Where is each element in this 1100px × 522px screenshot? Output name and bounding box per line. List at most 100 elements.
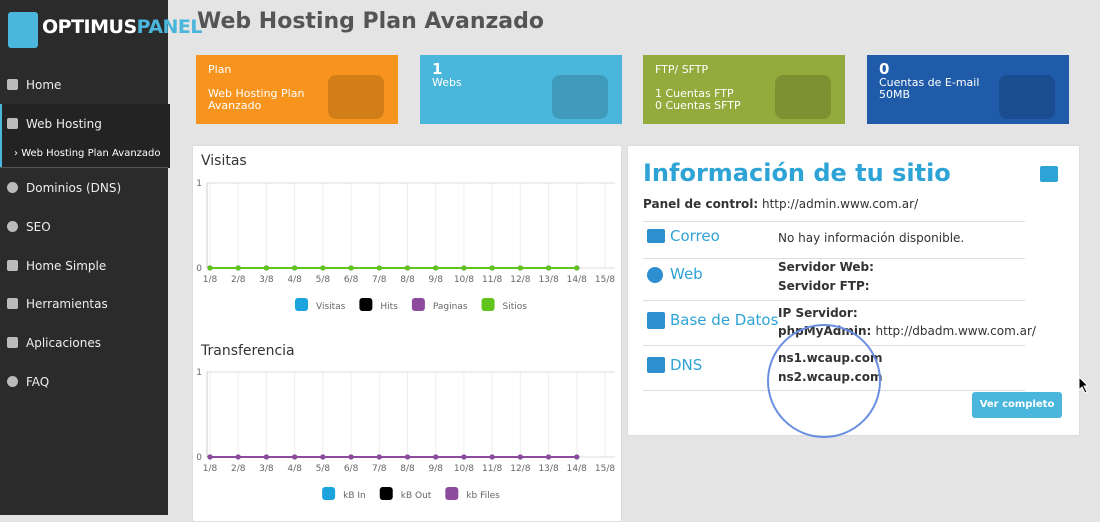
point: [517, 265, 523, 271]
card-title: 0: [879, 60, 890, 78]
separator: [643, 300, 1025, 301]
legend-swatch: [322, 487, 336, 500]
point: [405, 454, 410, 460]
x-tick-label: 12/8: [510, 464, 530, 474]
icon: [647, 357, 665, 373]
icon: [7, 221, 18, 232]
logo-part: PANEL: [136, 16, 203, 38]
y-tick-label: 1: [196, 179, 202, 189]
legend-swatch: [481, 298, 495, 311]
point: [292, 265, 298, 271]
x-tick-label: 3/8: [259, 464, 274, 474]
y-tick-label: 0: [196, 264, 202, 274]
menu-item[interactable]: Herramientas: [26, 297, 108, 311]
card-line: Webs: [432, 76, 462, 89]
page-title: Web Hosting Plan Avanzado: [197, 9, 544, 34]
separator: [643, 221, 1025, 222]
x-tick-label: 5/8: [316, 275, 331, 285]
point: [320, 454, 326, 460]
menu-item[interactable]: Aplicaciones: [26, 336, 101, 350]
legend-label: Paginas: [433, 302, 468, 312]
url: http://dbadm.www.com.ar/: [875, 324, 1036, 338]
point: [574, 265, 580, 271]
point: [235, 265, 241, 271]
card-line: Avanzado: [208, 99, 262, 112]
point: [207, 265, 213, 271]
point: [263, 454, 269, 460]
row-value: No hay información disponible.: [778, 231, 965, 245]
x-tick-label: 8/8: [400, 464, 415, 474]
legend: kB In kB Out kb Files: [322, 487, 500, 501]
legend-swatch: [445, 487, 459, 500]
row-value: Servidor Web:: [778, 260, 874, 274]
icon: [7, 337, 18, 348]
point: [546, 454, 552, 460]
x-tick-label: 9/8: [428, 275, 443, 285]
menu-item[interactable]: SEO: [26, 220, 51, 234]
point: [517, 454, 523, 460]
x-tick-label: 3/8: [259, 275, 274, 285]
x-tick-label: 1/8: [203, 275, 218, 285]
separator: [643, 258, 1025, 259]
chart: 011/8 2/8 3/8 4/8 5/8 6/8 7/8 8/8 9/8 10/8 11/8 12/…: [196, 368, 615, 501]
x-tick-label: 9/8: [428, 464, 443, 474]
row-label: Web: [670, 265, 703, 283]
x-tick-label: 5/8: [316, 464, 331, 474]
card-bg-icon: [775, 75, 831, 119]
panel-line: Panel de control: http://admin.www.com.a…: [643, 197, 918, 211]
legend-label: kB In: [343, 491, 366, 501]
card: Plan Web Hosting Plan Avanzado: [196, 55, 398, 124]
print-icon[interactable]: [1040, 166, 1058, 182]
menu-item[interactable]: FAQ: [26, 375, 50, 389]
card-title: FTP/ SFTP: [655, 63, 709, 76]
icon: [647, 229, 665, 243]
menu-item[interactable]: Web Hosting: [26, 117, 102, 131]
highlight-circle: [767, 324, 881, 438]
legend-label: Hits: [380, 302, 398, 312]
point: [489, 454, 495, 460]
x-tick-label: 14/8: [567, 464, 587, 474]
cursor: [1078, 376, 1090, 394]
row-label: DNS: [670, 356, 703, 374]
card-bg-icon: [999, 75, 1055, 119]
icon: [7, 79, 18, 90]
icon: [647, 267, 663, 283]
menu-item[interactable]: Home Simple: [26, 259, 107, 273]
point: [433, 454, 439, 460]
x-tick-label: 15/8: [595, 464, 615, 474]
legend-label: Visitas: [316, 302, 346, 312]
point: [376, 265, 382, 271]
x-tick-label: 11/8: [482, 275, 502, 285]
icon: [7, 376, 18, 387]
menu-item[interactable]: Dominios (DNS): [26, 181, 122, 195]
x-tick-label: 14/8: [567, 275, 587, 285]
x-tick-label: 13/8: [538, 275, 558, 285]
point: [461, 454, 467, 460]
info-title: Información de tu sitio: [643, 159, 951, 187]
x-tick-label: 1/8: [203, 464, 218, 474]
card-title: Plan: [208, 63, 232, 76]
chart: 011/8 2/8 3/8 4/8 5/8 6/8 7/8 8/8 9/8 10/8 11/8 12/…: [196, 179, 615, 312]
chart-title: Transferencia: [201, 343, 295, 359]
point: [292, 454, 298, 460]
icon: [7, 182, 18, 193]
icon: [647, 312, 665, 329]
x-tick-label: 10/8: [454, 464, 474, 474]
label: Panel de control:: [643, 197, 759, 211]
legend-swatch: [379, 487, 393, 500]
legend: Visitas Hits Paginas Sitios: [294, 298, 527, 312]
x-tick-label: 15/8: [595, 275, 615, 285]
x-tick-label: 12/8: [510, 275, 530, 285]
sidebar: OPTIMUSPANEL Home Web Hosting › Web Host…: [0, 0, 203, 515]
card-line: 1 Cuentas FTP: [655, 87, 734, 100]
point: [405, 265, 410, 271]
button[interactable]: Ver completo: [972, 392, 1062, 418]
submenu-item[interactable]: › Web Hosting Plan Avanzado: [14, 148, 161, 159]
card-line: Web Hosting Plan: [208, 87, 305, 100]
x-tick-label: 10/8: [454, 275, 474, 285]
menu-item[interactable]: Home: [26, 78, 62, 92]
card-title: 1: [432, 60, 443, 78]
menu-active: [0, 104, 170, 168]
row-value: IP Servidor:: [778, 306, 858, 320]
point: [235, 454, 241, 460]
